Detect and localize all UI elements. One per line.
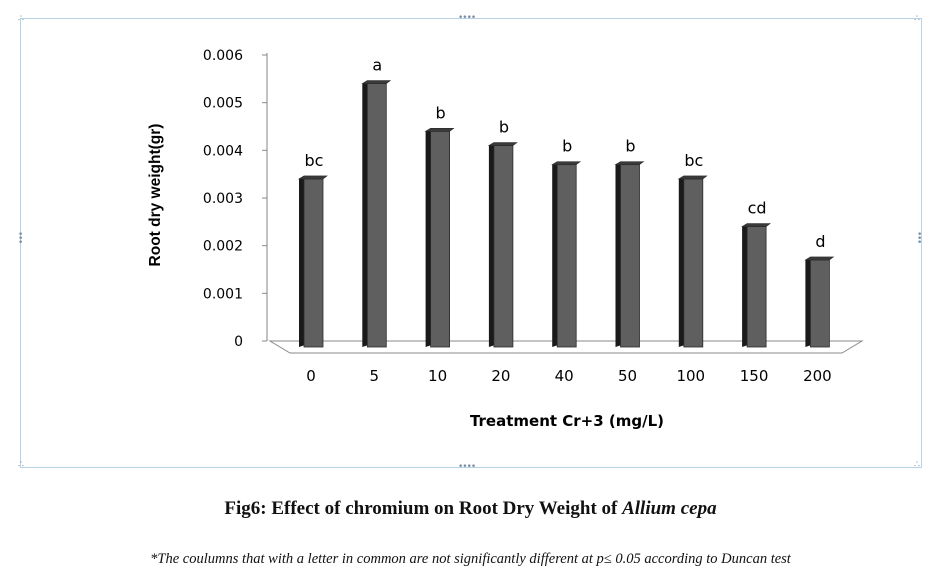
bar-top bbox=[424, 127, 455, 132]
y-tick-label: 0.002 bbox=[203, 239, 243, 255]
figure-caption: Fig6: Effect of chromium on Root Dry Wei… bbox=[0, 498, 941, 520]
significance-letter: d bbox=[815, 232, 825, 251]
y-tick-label: 0.006 bbox=[203, 48, 243, 64]
bar bbox=[683, 178, 704, 348]
x-tick-label: 5 bbox=[370, 367, 380, 385]
bar-side bbox=[805, 256, 812, 347]
caption-text: Fig6: Effect of chromium on Root Dry Wei… bbox=[224, 498, 623, 519]
bar-top bbox=[361, 80, 392, 84]
x-tick-label: 20 bbox=[491, 367, 510, 385]
x-tick-label: 200 bbox=[803, 367, 832, 385]
y-tick-label: 0.003 bbox=[203, 191, 243, 207]
resize-handle-right[interactable]: • • • bbox=[917, 230, 922, 248]
significance-letter: bc bbox=[305, 151, 324, 170]
x-axis-label: Treatment Cr+3 (mg/L) bbox=[470, 412, 664, 430]
significance-letter: a bbox=[372, 56, 382, 75]
resize-handle-top[interactable]: •••• bbox=[458, 13, 476, 23]
bar-side bbox=[299, 175, 305, 347]
significance-letter: b bbox=[499, 118, 509, 137]
y-tick-label: 0.001 bbox=[203, 286, 243, 302]
bar-top bbox=[297, 175, 328, 180]
resize-handle-bottom-right[interactable]: ∴ bbox=[914, 460, 920, 470]
y-tick-label: 0.005 bbox=[203, 96, 243, 112]
significance-letter: bc bbox=[684, 151, 703, 170]
bar-side bbox=[362, 80, 369, 347]
bar-side bbox=[552, 161, 559, 347]
bar bbox=[810, 259, 830, 348]
bar-side bbox=[615, 161, 622, 347]
resize-handle-bottom-left[interactable]: ∴ bbox=[18, 460, 24, 470]
bar-top bbox=[551, 161, 582, 165]
significance-note: *The coulumns that with a letter in comm… bbox=[150, 551, 791, 567]
resize-handle-top-right[interactable]: ∴ bbox=[914, 14, 920, 24]
bar-side bbox=[678, 175, 685, 347]
y-axis-label: Root dry weight(gr) bbox=[147, 124, 164, 267]
bar-side bbox=[425, 128, 432, 347]
bar-top bbox=[804, 256, 835, 261]
resize-handle-left[interactable]: • • • bbox=[18, 230, 23, 248]
bar-chart: 0 0.001 0.002 0.003 0.004 0.005 0.006 bc 0 a 5 b 10 b… bbox=[147, 48, 864, 430]
y-tick-label: 0 bbox=[234, 334, 243, 350]
bar-top bbox=[487, 142, 518, 146]
bar-top bbox=[741, 223, 771, 227]
significance-letter: b bbox=[436, 103, 446, 122]
x-tick-label: 50 bbox=[618, 367, 637, 385]
x-tick-label: 100 bbox=[676, 367, 705, 385]
caption-species: Allium cepa bbox=[622, 498, 717, 519]
significance-letter: b bbox=[625, 137, 635, 156]
bar bbox=[366, 83, 387, 348]
y-tick-label: 0.004 bbox=[203, 143, 243, 159]
bar bbox=[493, 145, 514, 348]
bar bbox=[620, 164, 640, 348]
bar bbox=[746, 226, 767, 348]
bar-side bbox=[488, 142, 495, 347]
significance-letter: b bbox=[562, 137, 572, 156]
resize-handle-bottom[interactable]: •••• bbox=[458, 462, 476, 472]
x-tick-label: 150 bbox=[740, 367, 769, 385]
bar bbox=[556, 164, 577, 348]
bar bbox=[430, 130, 451, 348]
x-tick-label: 10 bbox=[428, 367, 447, 385]
bar bbox=[303, 178, 324, 348]
chart-frame: •••• •••• • • • • • • ∴ ∴ ∴ ∴ bbox=[18, 14, 922, 472]
bar-side bbox=[742, 223, 749, 347]
resize-handle-top-left[interactable]: ∴ bbox=[18, 14, 24, 24]
bar-top bbox=[614, 161, 645, 165]
significance-letter: cd bbox=[748, 199, 767, 218]
bar-top bbox=[677, 175, 708, 180]
x-tick-label: 40 bbox=[555, 367, 574, 385]
x-tick-label: 0 bbox=[306, 367, 316, 385]
